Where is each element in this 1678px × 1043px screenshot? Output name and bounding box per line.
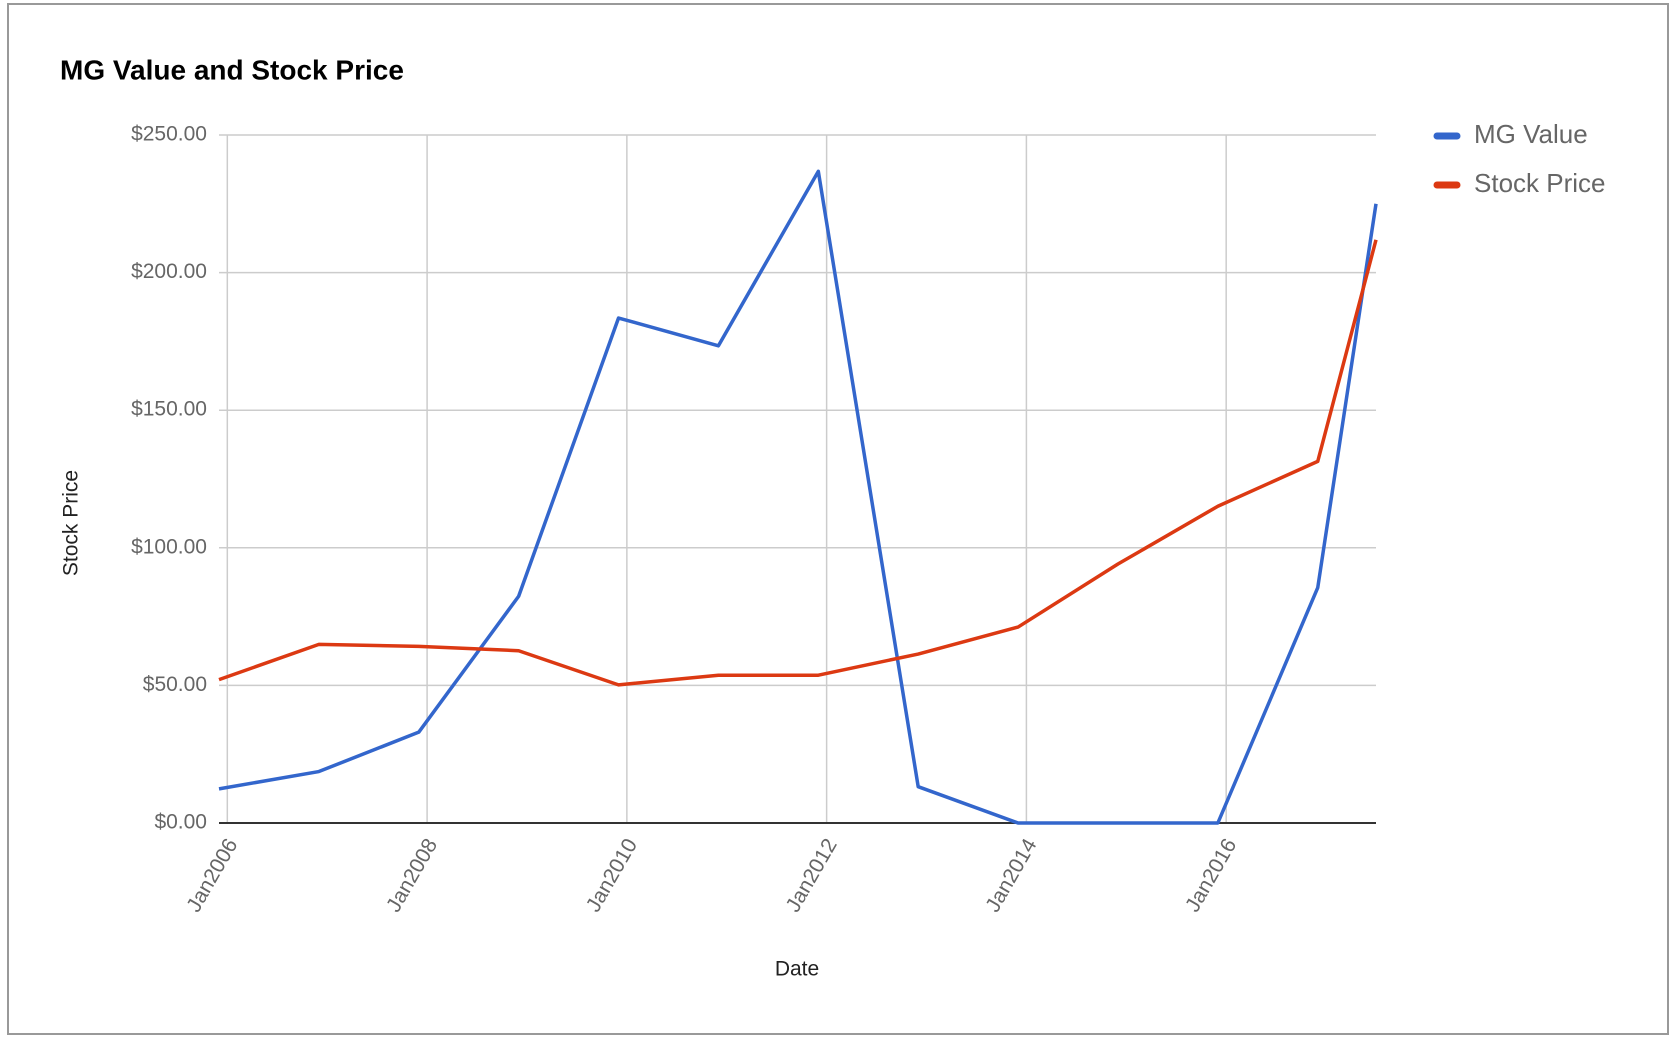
y-tick-label: $0.00	[154, 811, 207, 834]
legend-label: Stock Price	[1474, 168, 1606, 198]
y-axis-label: Stock Price	[60, 470, 83, 576]
y-tick-label: $200.00	[131, 260, 207, 283]
legend-label: MG Value	[1474, 119, 1588, 149]
chart-title: MG Value and Stock Price	[60, 54, 404, 85]
series-line	[218, 169, 1378, 825]
series-line	[218, 239, 1378, 687]
y-tick-label: $250.00	[131, 123, 207, 146]
x-axis-label: Date	[775, 958, 819, 981]
y-tick-label: $50.00	[143, 673, 207, 696]
chart-frame	[7, 3, 1669, 1035]
y-tick-label: $100.00	[131, 535, 207, 558]
y-tick-label: $150.00	[131, 398, 207, 421]
